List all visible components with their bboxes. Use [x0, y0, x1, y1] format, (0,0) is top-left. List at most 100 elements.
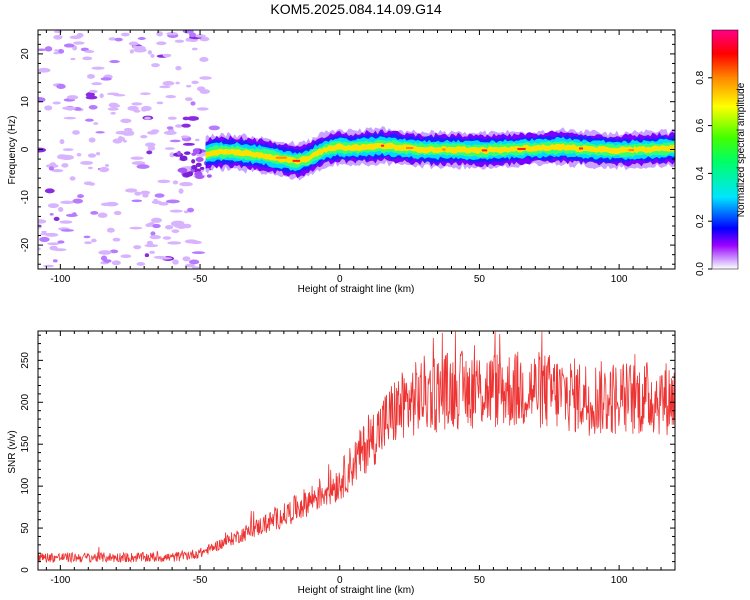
y-tick-label: 10	[20, 96, 31, 108]
noise-blob	[38, 48, 47, 51]
noise-blob	[191, 251, 206, 254]
colorbar-tick-label: 0.8	[695, 70, 706, 84]
noise-blob	[125, 188, 138, 193]
noise-blob	[129, 226, 143, 230]
noise-blob	[72, 198, 83, 204]
noise-blob	[162, 81, 175, 86]
noise-blob	[131, 161, 146, 166]
noise-blob	[182, 116, 190, 121]
noise-blob	[72, 130, 80, 135]
noise-blob	[184, 97, 193, 102]
noise-blob	[156, 101, 164, 105]
noise-blob	[206, 174, 212, 178]
colorbar-tick-label: 0.0	[695, 262, 706, 276]
noise-blob	[167, 116, 177, 120]
noise-blob	[70, 57, 76, 61]
noise-blob	[147, 50, 153, 55]
ridge-peak	[442, 148, 446, 151]
noise-blob	[57, 48, 65, 54]
noise-blob	[175, 124, 183, 128]
noise-blob	[157, 179, 171, 184]
noise-blob	[191, 159, 196, 164]
noise-blob	[199, 36, 210, 42]
noise-blob	[63, 116, 77, 120]
noise-blob	[190, 101, 196, 106]
noise-blob	[43, 264, 55, 268]
noise-blob	[182, 172, 192, 177]
ridge-peak	[405, 146, 414, 149]
noise-blob	[199, 76, 212, 80]
noise-blob	[141, 108, 148, 112]
noise-blob	[99, 93, 104, 99]
noise-blob	[88, 137, 96, 143]
spectrogram-ylabel: Frequency (Hz)	[7, 116, 18, 185]
noise-blob	[61, 163, 69, 168]
noise-blob	[91, 66, 105, 70]
noise-blob	[107, 107, 119, 111]
noise-blob	[181, 123, 191, 128]
noise-blob	[154, 193, 165, 198]
noise-blob	[140, 135, 148, 139]
noise-blob	[38, 97, 46, 103]
noise-blob	[38, 219, 47, 224]
x-tick-label: -100	[50, 575, 70, 586]
noise-blob	[150, 231, 156, 236]
noise-blob	[114, 37, 123, 42]
noise-blob	[184, 263, 196, 268]
y-tick-label: 0	[20, 567, 31, 573]
noise-blob	[60, 229, 75, 232]
ridge-peak	[381, 144, 385, 147]
noise-blob	[159, 85, 171, 89]
noise-blob	[191, 47, 198, 51]
noise-blob	[63, 43, 75, 48]
noise-blob	[53, 216, 60, 222]
noise-blob	[76, 32, 84, 38]
colorbar-tick-label: 0.4	[695, 166, 706, 180]
noise-blob	[179, 182, 193, 187]
noise-blob	[93, 122, 99, 125]
x-tick-label: 0	[337, 575, 343, 586]
noise-blob	[127, 130, 135, 136]
noise-blob	[174, 39, 185, 43]
noise-blob	[84, 50, 95, 53]
noise-blob	[38, 67, 51, 73]
noise-blob	[164, 224, 174, 230]
noise-blob	[167, 241, 182, 245]
spectrogram-cells	[38, 30, 675, 269]
noise-blob	[38, 247, 41, 251]
noise-blob	[145, 223, 153, 228]
noise-blob	[195, 162, 202, 168]
y-tick-label: 200	[20, 394, 31, 411]
noise-blob	[87, 153, 97, 158]
colorbar-ticks: 0.0 0.2 0.4 0.6 0.8	[695, 70, 712, 276]
noise-blob	[187, 207, 195, 213]
noise-blob	[104, 163, 110, 167]
noise-blob	[134, 45, 146, 51]
colorbar-gradient	[711, 29, 739, 270]
noise-blob	[171, 229, 180, 234]
noise-blob	[149, 235, 162, 240]
noise-blob	[122, 139, 128, 143]
noise-blob	[83, 235, 91, 239]
noise-blob	[73, 41, 85, 45]
noise-blob	[183, 151, 191, 155]
noise-blob	[113, 94, 126, 97]
noise-blob	[180, 135, 189, 139]
noise-blob	[192, 148, 200, 155]
noise-blob	[38, 147, 47, 153]
noise-blob	[169, 139, 181, 143]
x-tick-label: 100	[611, 274, 628, 285]
noise-blob	[59, 220, 73, 224]
noise-blob	[39, 232, 51, 236]
noise-blob	[131, 199, 143, 203]
noise-blob	[91, 82, 103, 86]
noise-blob	[88, 89, 98, 94]
x-tick-label: -50	[193, 274, 208, 285]
noise-blob	[199, 166, 205, 170]
y-tick-label: 50	[20, 522, 31, 534]
noise-blob	[199, 89, 211, 94]
noise-blob	[54, 49, 59, 52]
noise-blob	[147, 145, 156, 151]
